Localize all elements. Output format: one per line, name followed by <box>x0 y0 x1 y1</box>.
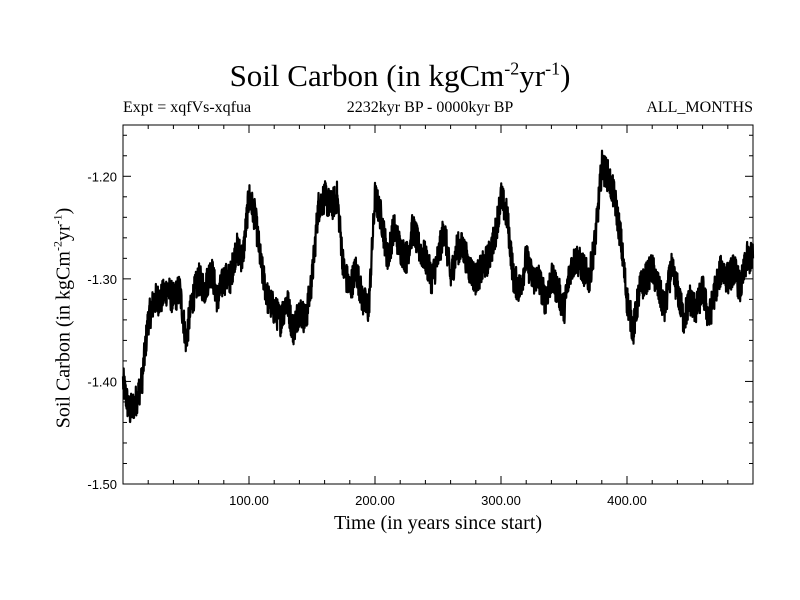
time-range-label: 2232kyr BP - 0000kyr BP <box>346 99 514 116</box>
chart-title: Soil Carbon (in kgCm-2yr-1) <box>0 58 800 94</box>
chart-title-end: ) <box>560 58 571 93</box>
chart-title-sup1: -2 <box>504 58 520 79</box>
x-tick-label: 300.00 <box>481 493 521 508</box>
y-axis-label: Soil Carbon (in kgCm-2yr-1) <box>51 208 76 429</box>
y-axis-label-main: Soil Carbon (in kgCm <box>52 251 75 429</box>
series-line <box>121 149 755 424</box>
experiment-label: Expt = xqfVs-xqfua <box>123 99 252 116</box>
x-axis-label: Time (in years since start) <box>333 512 543 534</box>
y-tick-label: -1.30 <box>87 272 117 287</box>
x-tick-label: 100.00 <box>229 493 269 508</box>
y-axis-label-end: ) <box>52 207 75 215</box>
chart-title-main: Soil Carbon (in kgCm <box>229 58 505 93</box>
y-axis-label-mid: yr <box>52 224 75 242</box>
chart-title-sup2: -1 <box>545 58 561 79</box>
y-tick-label: -1.40 <box>87 374 117 389</box>
months-label: ALL_MONTHS <box>646 99 753 116</box>
plot-frame <box>122 124 754 485</box>
y-axis-label-sup2: -1 <box>50 214 65 225</box>
chart-title-mid: yr <box>519 58 546 93</box>
y-axis-label-sup1: -2 <box>50 241 65 252</box>
y-tick-label: -1.20 <box>87 169 117 184</box>
x-tick-label: 200.00 <box>355 493 395 508</box>
x-tick-label: 400.00 <box>607 493 647 508</box>
y-tick-label: -1.50 <box>87 477 117 492</box>
